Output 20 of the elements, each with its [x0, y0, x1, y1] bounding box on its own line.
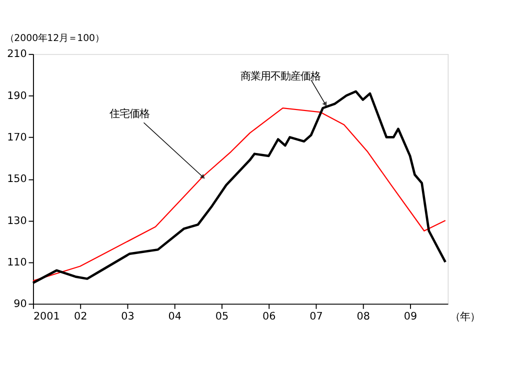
- annotation: 商業用不動産価格: [240, 70, 320, 83]
- x-tick-label: 02: [74, 310, 88, 322]
- y-tick-label: 90: [14, 298, 27, 310]
- x-tick-label: 05: [215, 310, 229, 322]
- x-tick-label: 08: [356, 310, 370, 322]
- y-tick-label: 190: [7, 90, 27, 102]
- y-axis-title: （2000年12月＝100）: [5, 33, 104, 44]
- x-tick-label: 09: [404, 310, 418, 322]
- x-tick-label: 2001: [33, 310, 60, 322]
- y-tick-label: 210: [7, 48, 27, 60]
- x-tick-label: 04: [168, 310, 182, 322]
- y-tick-label: 130: [7, 214, 27, 227]
- y-tick-label: 110: [7, 256, 27, 268]
- y-tick-label: 150: [7, 173, 27, 186]
- x-tick-label: 03: [121, 310, 134, 322]
- annotation: 住宅価格: [110, 108, 150, 120]
- x-axis-title: （年）: [450, 311, 480, 324]
- x-tick-label: 06: [262, 310, 276, 322]
- y-tick-label: 170: [7, 132, 27, 144]
- x-tick-label: 07: [310, 310, 323, 322]
